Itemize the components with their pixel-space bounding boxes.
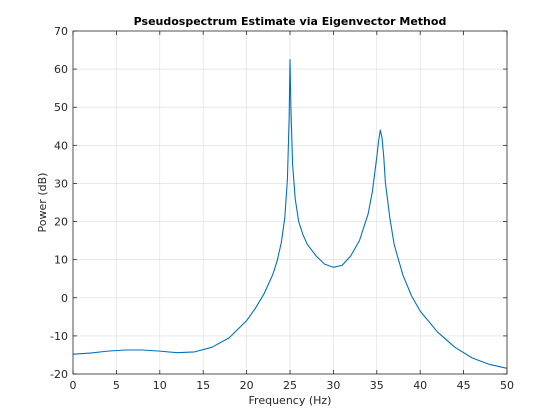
y-tick-label: 20 xyxy=(54,216,68,229)
y-tick-label: 40 xyxy=(54,139,68,152)
y-tick-label: -10 xyxy=(50,330,68,343)
x-axis-label: Frequency (Hz) xyxy=(249,394,332,407)
x-tick-label: 35 xyxy=(370,379,384,392)
y-tick-label: 10 xyxy=(54,254,68,267)
x-tick-label: 15 xyxy=(196,379,210,392)
x-tick-label: 10 xyxy=(153,379,167,392)
y-tick-label: -20 xyxy=(50,368,68,381)
chart-title: Pseudospectrum Estimate via Eigenvector … xyxy=(134,15,447,28)
y-tick-label: 60 xyxy=(54,63,68,76)
x-tick-label: 50 xyxy=(500,379,514,392)
y-tick-label: 0 xyxy=(61,292,68,305)
x-tick-label: 5 xyxy=(113,379,120,392)
y-tick-label: 50 xyxy=(54,101,68,114)
ticks: 0 5 10 15 20 25 30 35 40 45 50 -20 -10 0 10 20 30 40 50 60 7… xyxy=(50,25,514,392)
x-tick-label: 25 xyxy=(283,379,297,392)
x-tick-label: 45 xyxy=(457,379,471,392)
y-tick-label: 70 xyxy=(54,25,68,38)
x-tick-label: 20 xyxy=(240,379,254,392)
series-layer xyxy=(72,59,508,369)
x-tick-label: 40 xyxy=(413,379,427,392)
x-tick-label: 30 xyxy=(326,379,340,392)
y-axis-label: Power (dB) xyxy=(36,173,49,233)
series-line xyxy=(72,59,508,369)
y-tick-label: 30 xyxy=(54,177,68,190)
x-tick-label: 0 xyxy=(70,379,77,392)
